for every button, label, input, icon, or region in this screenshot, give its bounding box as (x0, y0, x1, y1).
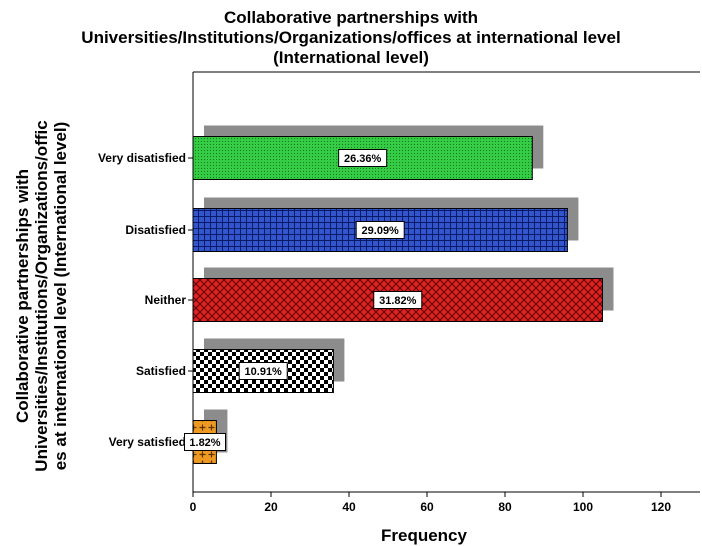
x-axis-title: Frequency (381, 526, 468, 545)
data-label-box (338, 149, 388, 167)
data-label: 1.82% (189, 437, 220, 449)
data-label-box (184, 433, 226, 451)
data-label: 29.09% (362, 225, 400, 237)
x-tick-label: 0 (190, 500, 197, 514)
plot-area: 0 20 40 60 80 100 120 Very disatisfied 26.36% Dis… (98, 71, 700, 514)
y-tick-label: Satisfied (136, 364, 186, 378)
y-tick-label: Very satisfied (109, 435, 186, 449)
y-tick-label: Neither (145, 293, 187, 307)
y-tick-label: Disatisfied (125, 223, 186, 237)
data-label-box (373, 291, 423, 309)
data-label: 10.91% (245, 366, 283, 378)
data-label-box (238, 362, 288, 380)
x-tick-label: 100 (573, 500, 593, 514)
y-axis-title-line-3: es at international level (International… (51, 122, 70, 471)
y-tick-label: Very disatisfied (98, 151, 186, 165)
chart-title-line-2: Universities/Institutions/Organizations/… (81, 28, 620, 47)
y-axis-title: Collaborative partnerships with Universi… (13, 120, 70, 471)
y-axis-title-line-2: Universities/Institutions/Organizations/… (32, 120, 51, 471)
y-axis-title-line-1: Collaborative partnerships with (13, 169, 32, 423)
data-label: 31.82% (379, 295, 417, 307)
chart-title-line-1: Collaborative partnerships with (224, 8, 478, 27)
x-tick-label: 120 (651, 500, 671, 514)
data-label: 26.36% (344, 153, 382, 165)
x-tick-label: 80 (498, 500, 512, 514)
chart-title-line-3: (International level) (273, 48, 429, 67)
x-tick-label: 20 (264, 500, 278, 514)
x-tick-label: 60 (420, 500, 434, 514)
data-label-box (355, 221, 405, 239)
x-tick-label: 40 (342, 500, 356, 514)
